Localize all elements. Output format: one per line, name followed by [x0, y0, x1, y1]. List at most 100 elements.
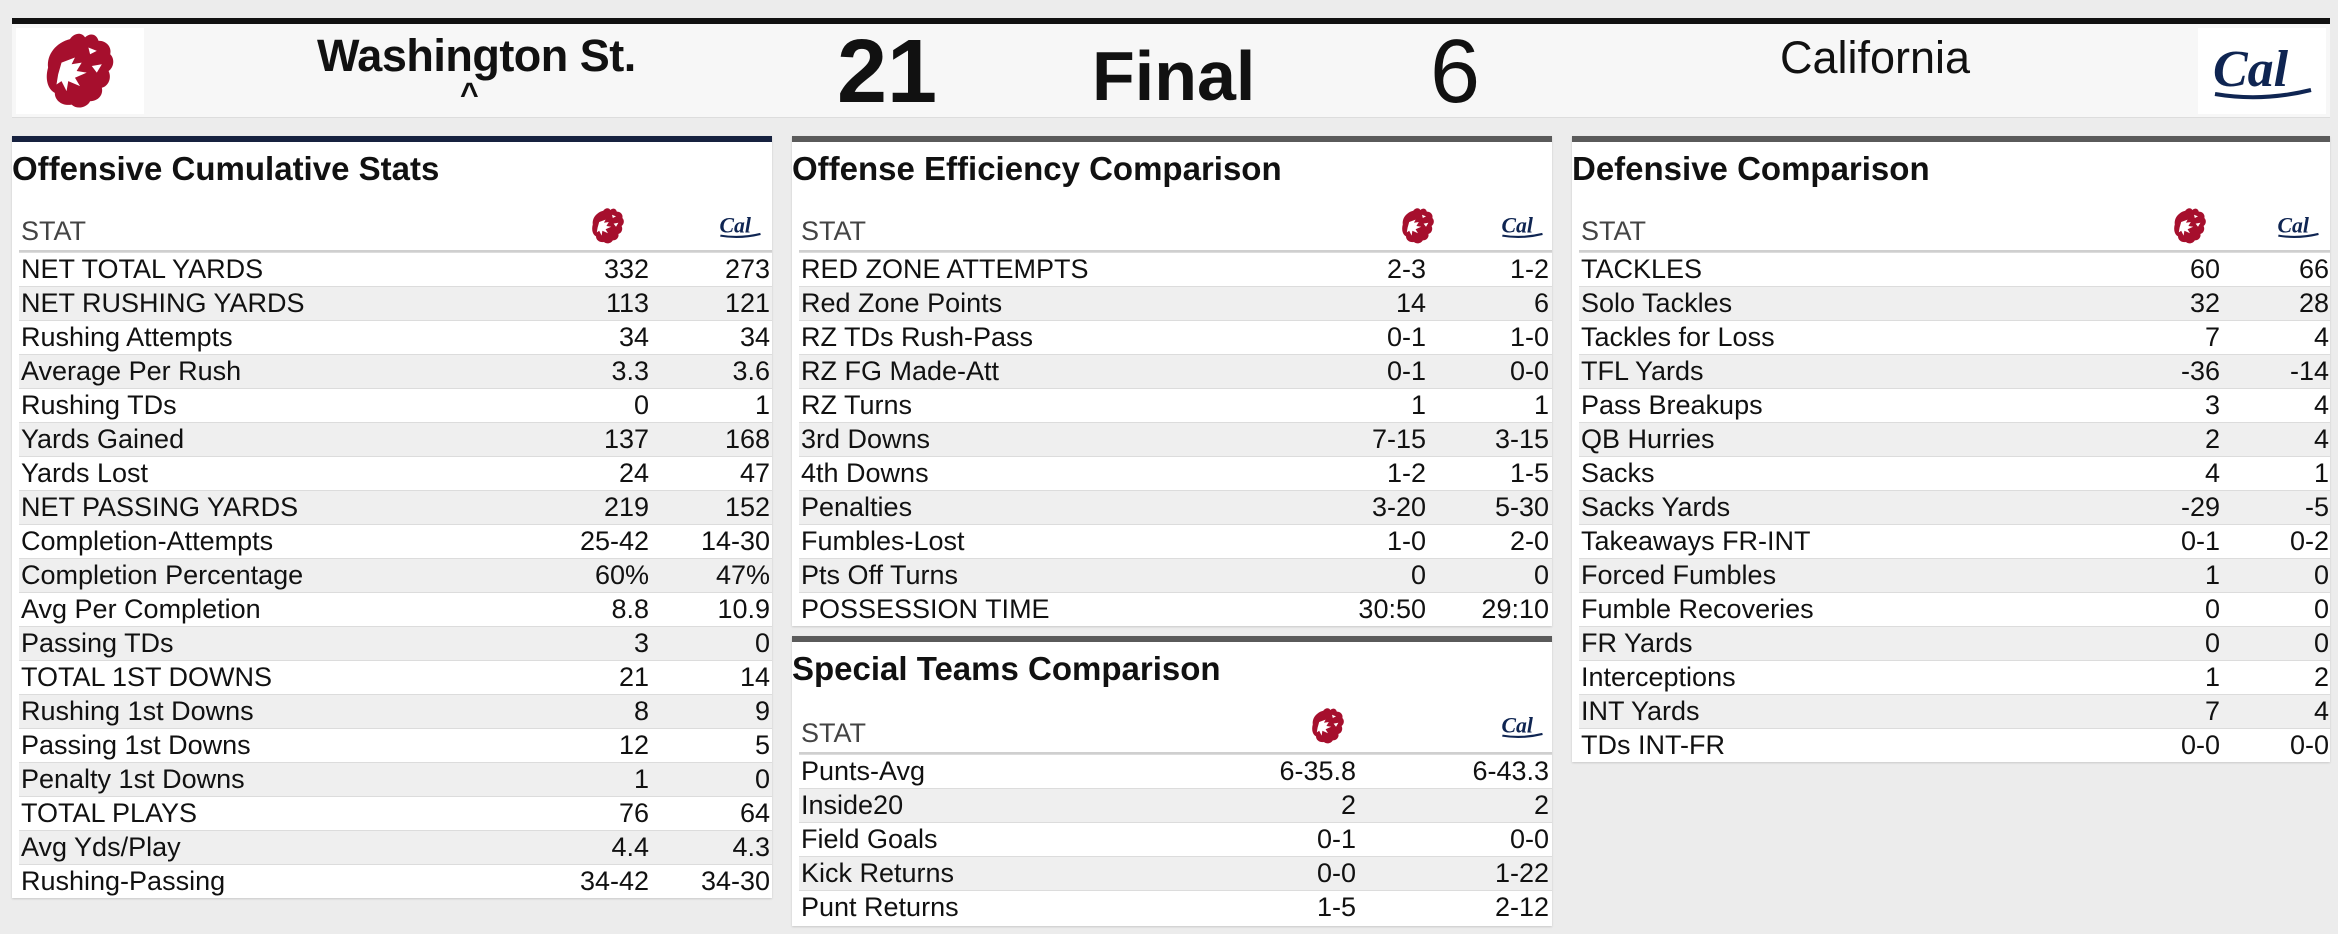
away-stat-value: 0	[754, 764, 770, 794]
away-stat-value: 273	[724, 254, 770, 284]
away-stat-value: 3.6	[732, 356, 770, 386]
stat-label: Rushing 1st Downs	[21, 696, 254, 726]
away-stat-value: 66	[2298, 254, 2329, 284]
home-stat-value: 24	[618, 458, 649, 488]
home-stat-value: 8.8	[611, 594, 649, 624]
away-team-score: 6	[1430, 22, 1481, 122]
home-stat-value: 1	[633, 764, 649, 794]
table-row: Red Zone Points 14 6	[799, 286, 1552, 320]
home-team-logo[interactable]	[16, 28, 144, 114]
table-row: TFL Yards -36 -14	[1579, 354, 2330, 388]
stat-label: 3rd Downs	[801, 424, 931, 454]
svg-text:Cal: Cal	[1502, 713, 1533, 737]
away-stat-value: 34	[739, 322, 770, 352]
cougar-head-icon	[1308, 706, 1348, 746]
cal-script-icon: Cal	[1502, 713, 1543, 738]
stat-label: Punts-Avg	[801, 756, 926, 786]
cougar-head-icon	[1398, 206, 1438, 246]
stat-label: Takeaways FR-INT	[1581, 526, 1811, 556]
stat-label: Yards Lost	[21, 458, 149, 488]
table-row: 4th Downs 1-2 1-5	[799, 456, 1552, 490]
away-stat-value: 121	[724, 288, 770, 318]
stat-label: Inside20	[801, 790, 904, 820]
away-team-name[interactable]: California	[1780, 32, 1971, 83]
table-row: Pts Off Turns 0 0	[799, 558, 1552, 592]
home-stat-value: 1-0	[1386, 526, 1426, 556]
table-row: RZ FG Made-Att 0-1 0-0	[799, 354, 1552, 388]
home-column-logo	[1394, 204, 1442, 248]
stat-label: Interceptions	[1581, 662, 1736, 692]
table-row: Fumble Recoveries 0 0	[1579, 592, 2330, 626]
home-stat-value: 1-2	[1386, 458, 1426, 488]
header-divider	[1579, 250, 2330, 252]
defensive-table: TACKLES 60 66 Solo Tackles 32 28 Tackles for L…	[1579, 252, 2330, 762]
table-row: Penalties 3-20 5-30	[799, 490, 1552, 524]
stat-label: TDs INT-FR	[1581, 730, 1725, 760]
stat-label: Rushing-Passing	[21, 866, 226, 896]
away-stat-value: 0-0	[2289, 730, 2329, 760]
offense-table: NET TOTAL YARDS 332 273 NET RUSHING YARDS 11…	[19, 252, 772, 898]
table-row: Completion-Attempts 25-42 14-30	[19, 524, 772, 558]
table-row: Rushing 1st Downs 8 9	[19, 694, 772, 728]
table-row: Rushing-Passing 34-42 34-30	[19, 864, 772, 898]
stat-label: Sacks	[1581, 458, 1655, 488]
away-stat-value: 2	[2313, 662, 2329, 692]
stat-label: Red Zone Points	[801, 288, 1003, 318]
cal-logo-text: Cal	[2213, 41, 2289, 98]
away-stat-value: 0	[754, 628, 770, 658]
away-stat-value: 152	[724, 492, 770, 522]
table-row: Sacks Yards -29 -5	[1579, 490, 2330, 524]
home-stat-value: 14	[1395, 288, 1426, 318]
offensive-stats-panel: Offensive Cumulative Stats STAT Cal NET …	[12, 136, 772, 898]
stat-column-header: STAT	[801, 718, 866, 748]
table-row: NET TOTAL YARDS 332 273	[19, 252, 772, 286]
stat-label: NET PASSING YARDS	[21, 492, 299, 522]
stat-label: Sacks Yards	[1581, 492, 1731, 522]
efficiency-panel: Offense Efficiency Comparison STAT Cal R…	[792, 136, 1552, 626]
away-stat-value: 28	[2298, 288, 2329, 318]
stat-label: Yards Gained	[21, 424, 185, 454]
away-stat-value: 1-2	[1509, 254, 1549, 284]
cougar-head-icon	[588, 206, 628, 246]
table-row: NET PASSING YARDS 219 152	[19, 490, 772, 524]
home-stat-value: 0-1	[2180, 526, 2220, 556]
table-row: Interceptions 1 2	[1579, 660, 2330, 694]
home-team-name[interactable]: Washington St.	[317, 30, 636, 81]
away-stat-value: -5	[2304, 492, 2329, 522]
stat-label: FR Yards	[1581, 628, 1693, 658]
stat-label: TOTAL 1ST DOWNS	[21, 662, 273, 692]
stat-label: RED ZONE ATTEMPTS	[801, 254, 1089, 284]
defensive-panel: Defensive Comparison STAT Cal TACKLES 60 6…	[1572, 136, 2330, 762]
stat-label: Completion Percentage	[21, 560, 304, 590]
away-stat-value: 2	[1533, 790, 1549, 820]
svg-text:Cal: Cal	[2278, 213, 2309, 237]
away-stat-value: 6-43.3	[1472, 756, 1549, 786]
away-stat-value: 0	[2313, 594, 2329, 624]
table-row: 3rd Downs 7-15 3-15	[799, 422, 1552, 456]
stat-label: RZ FG Made-Att	[801, 356, 1000, 386]
header-divider	[799, 752, 1552, 754]
table-row: Avg Per Completion 8.8 10.9	[19, 592, 772, 626]
away-stat-value: 168	[724, 424, 770, 454]
stat-label: Avg Per Completion	[21, 594, 261, 624]
away-stat-value: 1-22	[1494, 858, 1549, 888]
home-stat-value: 332	[603, 254, 649, 284]
stat-label: TFL Yards	[1581, 356, 1704, 386]
away-team-logo[interactable]: Cal	[2198, 28, 2326, 114]
stat-label: Fumbles-Lost	[801, 526, 965, 556]
table-row: Passing 1st Downs 12 5	[19, 728, 772, 762]
stat-label: Tackles for Loss	[1581, 322, 1775, 352]
away-stat-value: 1	[2313, 458, 2329, 488]
cougar-head-icon	[38, 29, 122, 113]
table-row: Punt Returns 1-5 2-12	[799, 890, 1552, 924]
home-stat-value: 219	[603, 492, 649, 522]
table-row: NET RUSHING YARDS 113 121	[19, 286, 772, 320]
stat-label: Solo Tackles	[1581, 288, 1733, 318]
away-stat-value: 10.9	[717, 594, 770, 624]
home-stat-value: 3-20	[1371, 492, 1426, 522]
home-stat-value: 34-42	[579, 866, 649, 896]
table-row: Rushing Attempts 34 34	[19, 320, 772, 354]
special-teams-panel: Special Teams Comparison STAT Cal Punts-…	[792, 636, 1552, 926]
cal-script-icon: Cal	[720, 213, 761, 238]
home-column-logo	[584, 204, 632, 248]
